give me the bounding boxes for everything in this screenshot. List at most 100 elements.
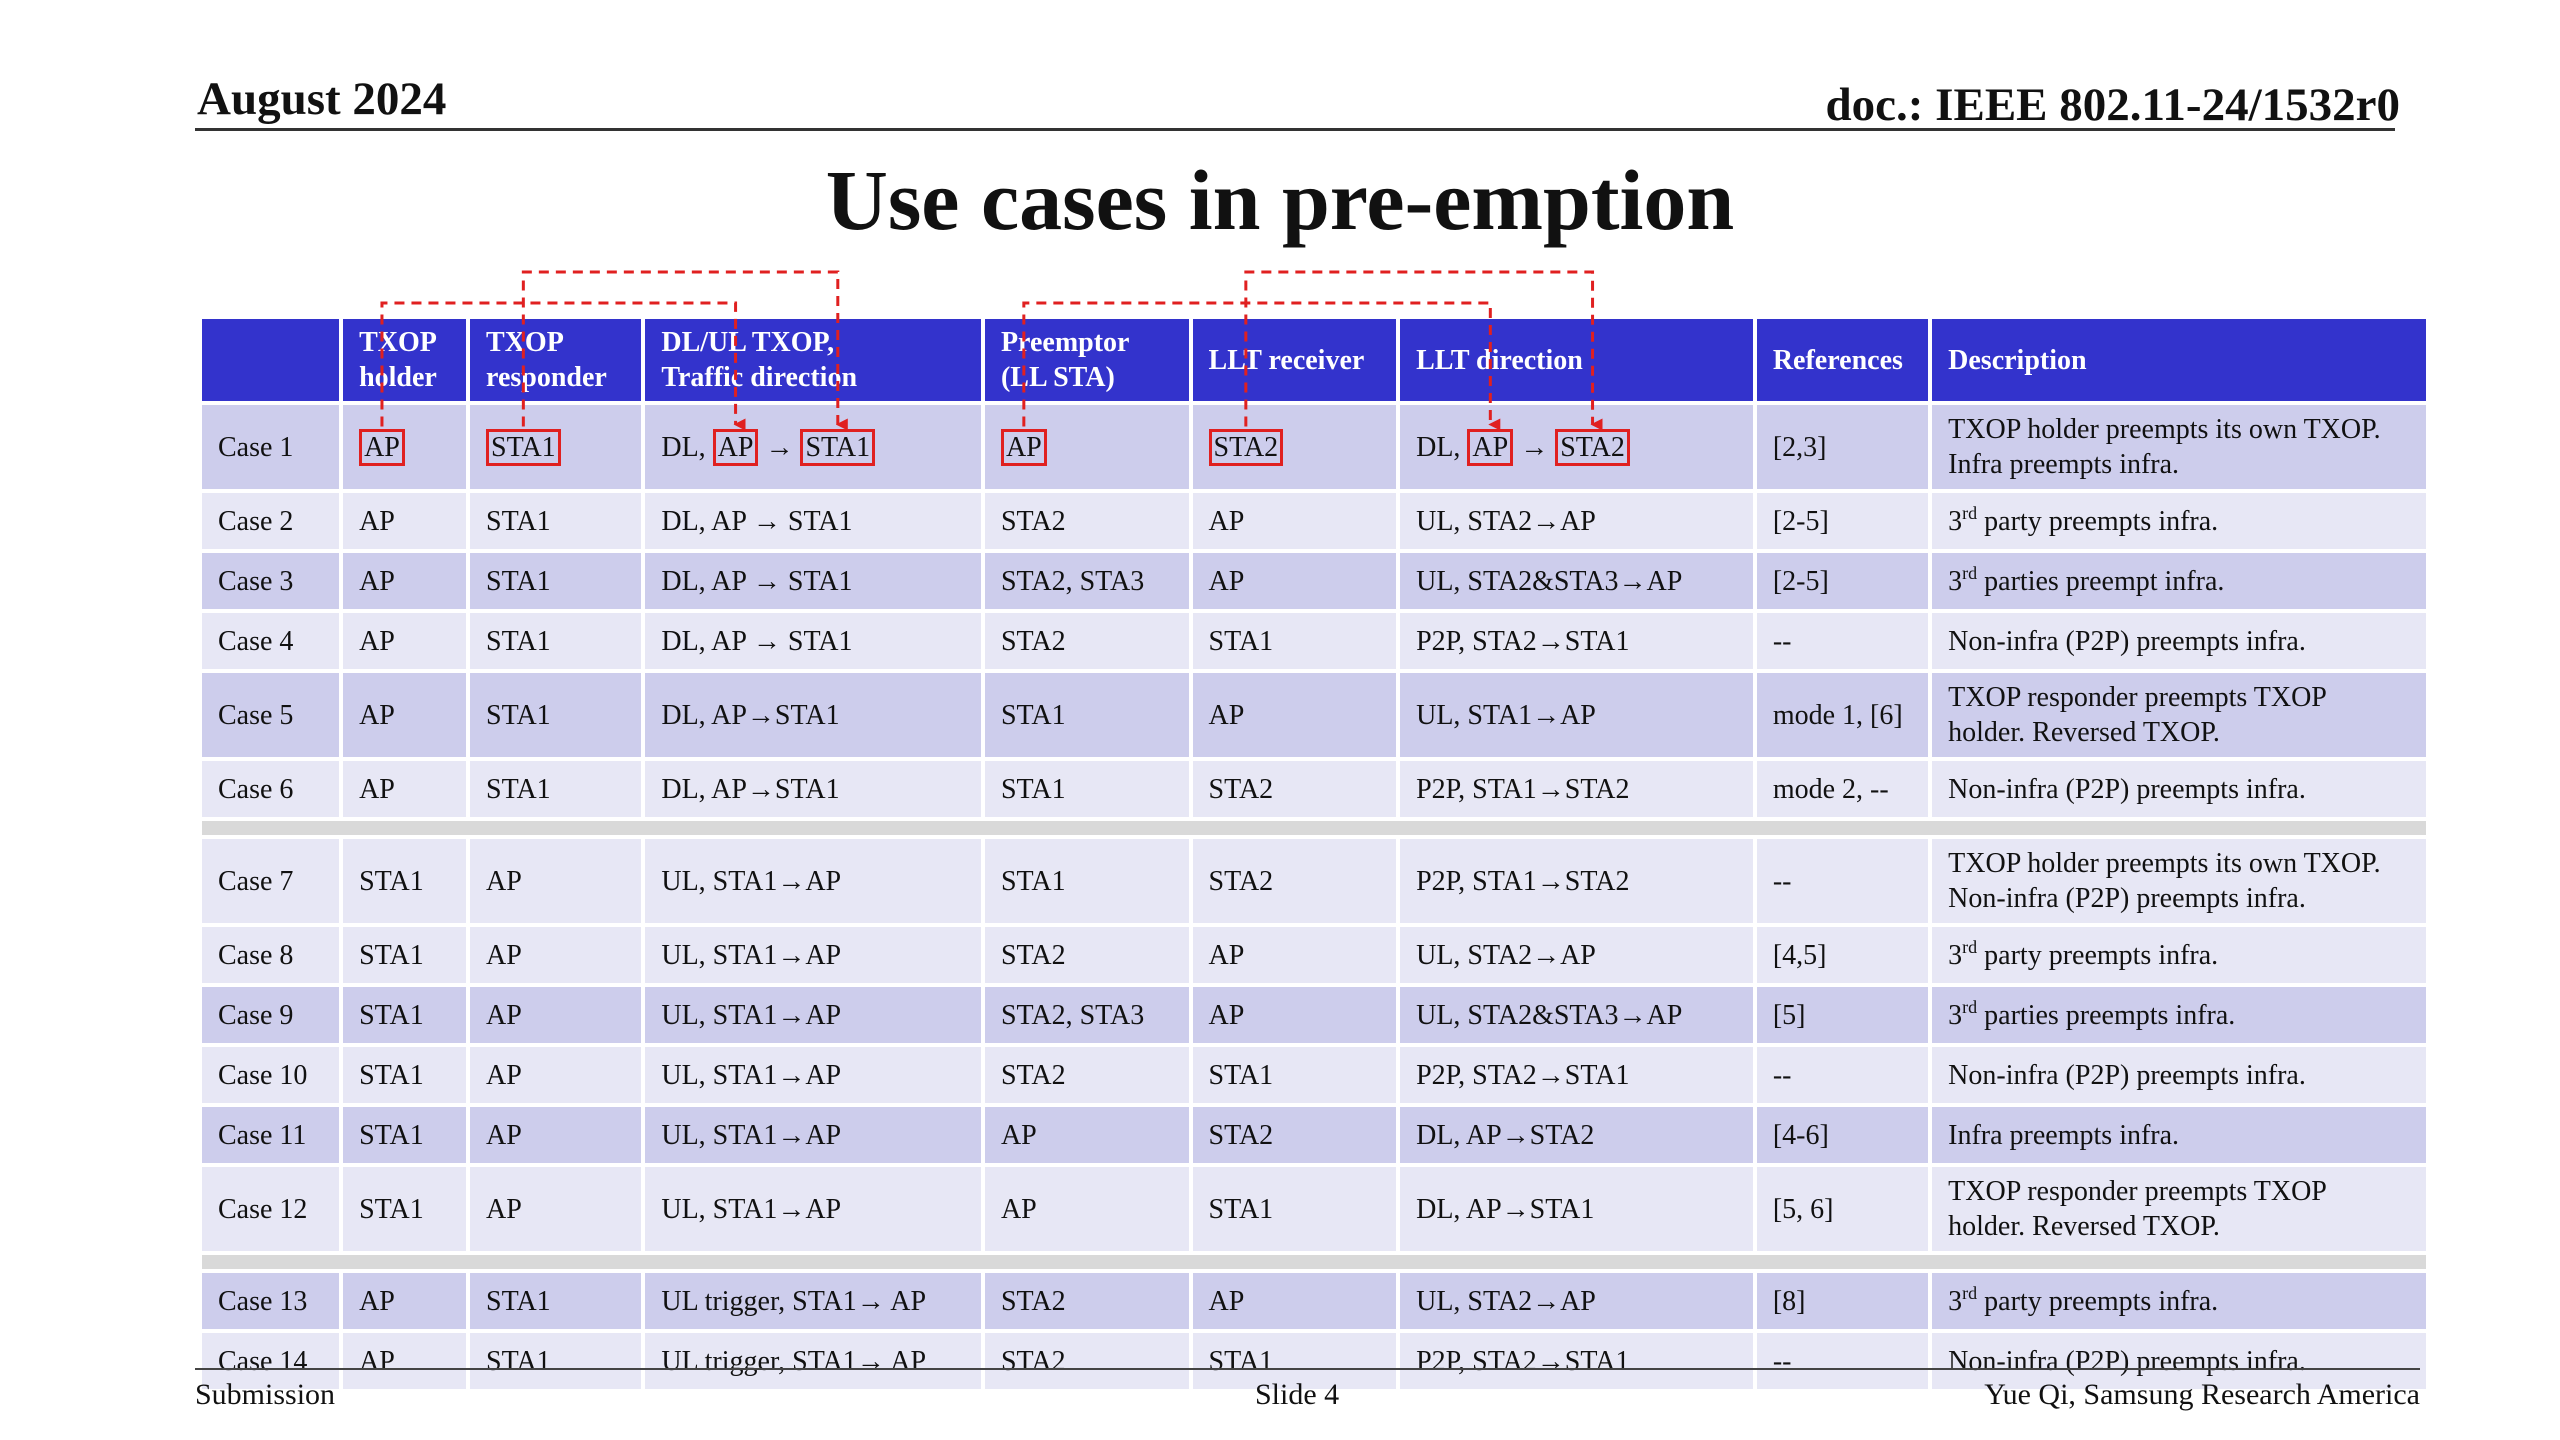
desc-text: parties preempt infra. xyxy=(1977,565,2225,597)
arrow-icon: → xyxy=(765,431,794,463)
cell-refs: [5] xyxy=(1756,987,1929,1043)
column-header: References xyxy=(1756,319,1929,401)
cell-description: Infra preempts infra. xyxy=(1932,1107,2426,1163)
cell-refs: -- xyxy=(1756,1047,1929,1103)
desc-text: party preempts infra. xyxy=(1977,505,2219,537)
cell-llt-receiver: STA1 xyxy=(1192,1333,1397,1389)
cell-responder: STA1 xyxy=(470,553,642,609)
cell-holder: STA1 xyxy=(343,1167,467,1251)
table-row: Case 8 STA1 AP UL, STA1→AP STA2 AP UL, STA2→AP… xyxy=(202,927,2426,983)
cell-responder: STA1 xyxy=(470,493,642,549)
cell-llt-direction: DL, AP → STA2 xyxy=(1400,405,1753,489)
desc-ordinal: 3 xyxy=(1948,1285,1963,1317)
cell-holder: STA1 xyxy=(343,987,467,1043)
cell-case: Case 1 xyxy=(202,405,340,489)
cell-responder: AP xyxy=(470,1167,642,1251)
table-row: Case 2 AP STA1 DL, AP → STA1 STA2 AP UL, STA2→… xyxy=(202,493,2426,549)
cell-refs: [4-6] xyxy=(1756,1107,1929,1163)
column-header: TXOP responder xyxy=(470,319,642,401)
desc-line: holder. Reversed TXOP. xyxy=(1948,717,2220,748)
cell-description: Non-infra (P2P) preempts infra. xyxy=(1932,761,2426,817)
desc-line: TXOP responder preempts TXOP xyxy=(1948,682,2327,713)
cell-responder: STA1 xyxy=(470,405,642,489)
column-header-line: Preemptor xyxy=(1000,327,1130,358)
cell-refs: [8] xyxy=(1756,1273,1929,1329)
column-header-line: LLT direction xyxy=(1416,344,1583,376)
desc-ordinal: 3 xyxy=(1948,939,1963,971)
cell-case: Case 12 xyxy=(202,1167,340,1251)
cell-preemptor: STA1 xyxy=(984,673,1189,757)
header-date: August 2024 xyxy=(197,73,447,125)
cell-llt-receiver: AP xyxy=(1192,927,1397,983)
cell-responder: STA1 xyxy=(470,1333,642,1389)
table-row: Case 7 STA1 AP UL, STA1→AP STA1 STA2 P2P, STA1… xyxy=(202,839,2426,923)
highlight-box: AP xyxy=(712,428,759,466)
desc-text: Non-infra (P2P) preempts infra. xyxy=(1948,1059,2306,1091)
separator-cell xyxy=(202,1255,2426,1269)
cell-llt-receiver: STA2 xyxy=(1192,761,1397,817)
arrow-icon: → xyxy=(1520,431,1549,463)
desc-line: Non-infra (P2P) preempts infra. xyxy=(1948,883,2306,914)
cell-description: Non-infra (P2P) preempts infra. xyxy=(1932,1333,2426,1389)
cell-preemptor: STA1 xyxy=(984,761,1189,817)
cell-refs: [2-5] xyxy=(1756,553,1929,609)
cell-refs: mode 1, [6] xyxy=(1756,673,1929,757)
cell-llt-direction: DL, AP→STA1 xyxy=(1400,1167,1753,1251)
cell-refs: mode 2, -- xyxy=(1756,761,1929,817)
slide-title: Use cases in pre-emption xyxy=(825,152,1735,248)
cell-llt-direction: P2P, STA1→STA2 xyxy=(1400,761,1753,817)
cell-preemptor: STA2, STA3 xyxy=(984,553,1189,609)
cell-case: Case 14 xyxy=(202,1333,340,1389)
table-row: Case 14 AP STA1 UL trigger, STA1→ AP STA2 STA… xyxy=(202,1333,2426,1389)
desc-line: holder. Reversed TXOP. xyxy=(1948,1211,2220,1242)
footer-author: Yue Qi, Samsung Research America xyxy=(1984,1378,2420,1411)
cell-holder: AP xyxy=(343,1333,467,1389)
desc-ordinal: 3 xyxy=(1948,505,1963,537)
desc-line: TXOP holder preempts its own TXOP. xyxy=(1948,414,2381,445)
highlight-box: STA2 xyxy=(1555,428,1630,466)
cell-llt-direction: UL, STA1→AP xyxy=(1400,673,1753,757)
desc-ordinal-suffix: rd xyxy=(1962,1282,1978,1303)
column-header-line: TXOP xyxy=(359,327,437,358)
cell-llt-direction: DL, AP→STA2 xyxy=(1400,1107,1753,1163)
cell-traffic: DL, AP → STA1 xyxy=(645,553,981,609)
cell-case: Case 5 xyxy=(202,673,340,757)
cell-case: Case 6 xyxy=(202,761,340,817)
table-row: Case 9 STA1 AP UL, STA1→AP STA2, STA3 AP UL, S… xyxy=(202,987,2426,1043)
cell-description: Non-infra (P2P) preempts infra. xyxy=(1932,613,2426,669)
cell-refs: -- xyxy=(1756,613,1929,669)
cell-preemptor: STA2 xyxy=(984,927,1189,983)
cell-holder: AP xyxy=(343,1273,467,1329)
cell-description: TXOP holder preempts its own TXOP. Non-in… xyxy=(1932,839,2426,923)
cell-description: TXOP responder preempts TXOP holder. Reve… xyxy=(1932,673,2426,757)
cell-llt-direction: P2P, STA2→STA1 xyxy=(1400,613,1753,669)
cell-traffic: UL, STA1→AP xyxy=(645,987,981,1043)
cell-responder: STA1 xyxy=(470,613,642,669)
cell-preemptor: STA2 xyxy=(984,1047,1189,1103)
cell-llt-direction: UL, STA2→AP xyxy=(1400,493,1753,549)
cell-responder: STA1 xyxy=(470,761,642,817)
cell-llt-direction: P2P, STA2→STA1 xyxy=(1400,1333,1753,1389)
column-header-line: holder xyxy=(359,362,437,393)
desc-line: Infra preempts infra. xyxy=(1948,449,2180,480)
group-separator xyxy=(202,1255,2426,1269)
cell-description: 3rd parties preempts infra. xyxy=(1932,987,2426,1043)
cell-traffic: UL trigger, STA1→ AP xyxy=(645,1333,981,1389)
cell-case: Case 4 xyxy=(202,613,340,669)
cell-refs: [5, 6] xyxy=(1756,1167,1929,1251)
cell-llt-receiver: AP xyxy=(1192,673,1397,757)
column-header: Preemptor (LL STA) xyxy=(984,319,1189,401)
separator-cell xyxy=(202,821,2426,835)
cell-llt-direction: UL, STA2&STA3→AP xyxy=(1400,553,1753,609)
cell-holder: AP xyxy=(343,493,467,549)
highlight-box: STA2 xyxy=(1208,428,1284,466)
cell-refs: [2,3] xyxy=(1756,405,1929,489)
use-cases-table: TXOP holder TXOP responder DL/UL TXOP, Traffi… xyxy=(198,315,2430,1393)
highlight-box: STA1 xyxy=(486,428,561,466)
cell-case: Case 7 xyxy=(202,839,340,923)
highlight-box: AP xyxy=(359,428,405,466)
highlight-box: STA1 xyxy=(800,428,876,466)
cell-traffic: UL trigger, STA1→ AP xyxy=(645,1273,981,1329)
cell-llt-receiver: AP xyxy=(1192,987,1397,1043)
cell-case: Case 9 xyxy=(202,987,340,1043)
